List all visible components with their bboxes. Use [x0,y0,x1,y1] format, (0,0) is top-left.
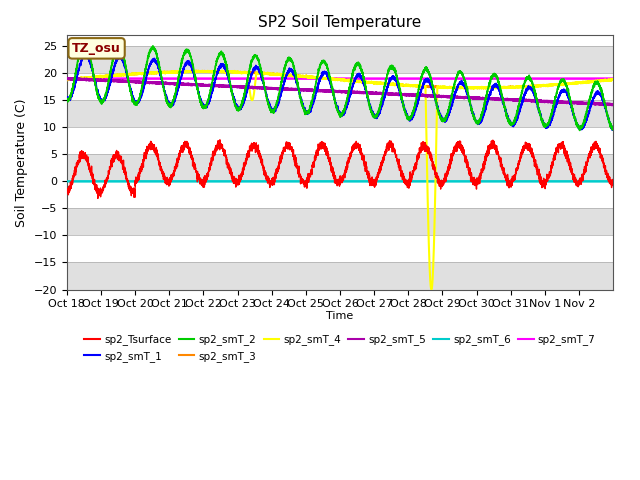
Bar [67,100,613,127]
Bar [67,236,613,263]
Bar [67,36,613,46]
Y-axis label: Soil Temperature (C): Soil Temperature (C) [15,98,28,227]
Bar [67,263,613,289]
Bar [67,46,613,73]
Bar [67,155,613,181]
Bar [67,181,613,208]
Legend: sp2_Tsurface, sp2_smT_1, sp2_smT_2, sp2_smT_3, sp2_smT_4, sp2_smT_5, sp2_smT_6, : sp2_Tsurface, sp2_smT_1, sp2_smT_2, sp2_… [80,330,600,366]
Text: TZ_osu: TZ_osu [72,42,121,55]
Bar [67,208,613,236]
Bar [67,127,613,155]
Bar [67,73,613,100]
X-axis label: Time: Time [326,311,354,321]
Title: SP2 Soil Temperature: SP2 Soil Temperature [259,15,422,30]
